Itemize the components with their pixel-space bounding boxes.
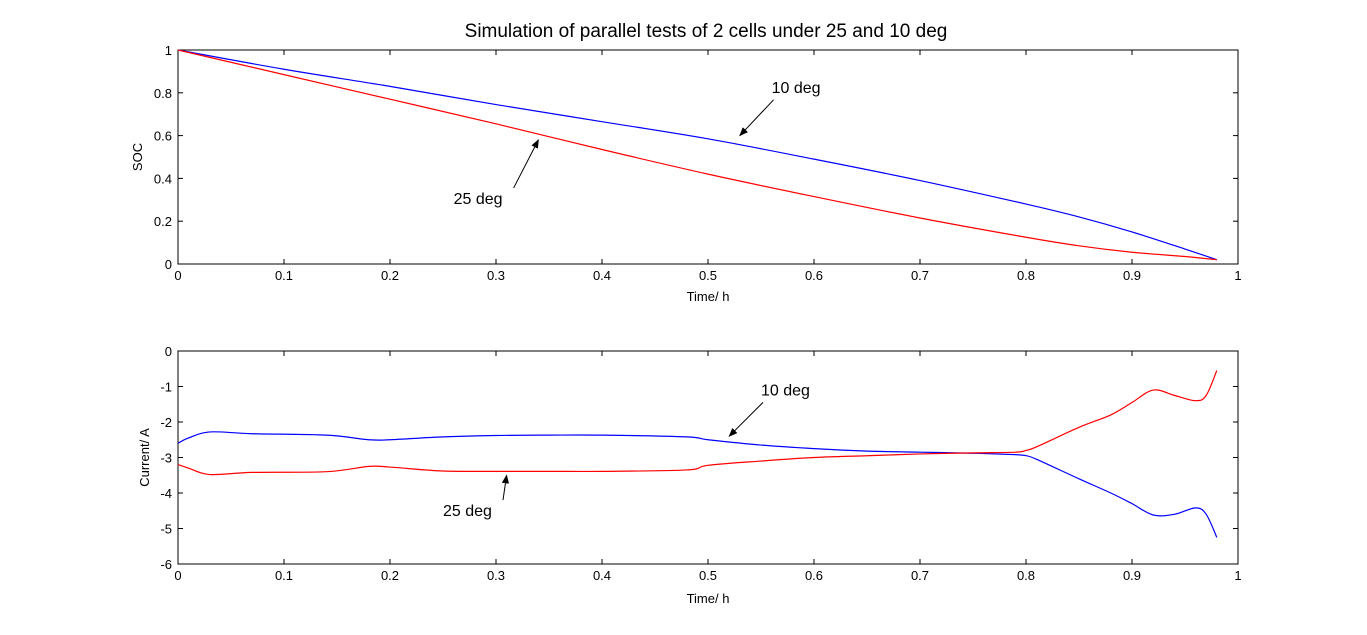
series-line-10-deg	[177, 431, 1218, 538]
y-tick-label: 0.4	[154, 171, 172, 186]
x-tick-label: 0.1	[275, 568, 293, 583]
y-tick-label: -3	[160, 451, 172, 466]
x-tick-label: 0.9	[1123, 268, 1141, 283]
annotation-arrow	[513, 139, 539, 189]
x-tick-label: 0.6	[805, 268, 823, 283]
x-tick-label: 1	[1234, 268, 1241, 283]
x-tick-label: 0.7	[911, 268, 929, 283]
y-tick-label: 0	[165, 344, 172, 359]
annotation-arrow	[501, 474, 510, 501]
series-line-25-deg	[177, 49, 1217, 261]
x-tick-label: 0.5	[699, 268, 717, 283]
y-axis-label: SOC	[130, 143, 145, 171]
series-line-10-deg	[177, 49, 1217, 261]
x-tick-label: 0.6	[805, 568, 823, 583]
x-tick-label: 0.4	[593, 268, 611, 283]
x-tick-label: 0.3	[487, 568, 505, 583]
current-subplot: 0 0.1 0.2 0.3 0.4 0.5 0.6 0.7 0.8 0.9 1 -6 -5 -4 -3 -2 -…	[137, 344, 1242, 606]
x-tick-label: 1	[1234, 568, 1241, 583]
x-tick-label: 0.9	[1123, 568, 1141, 583]
y-tick-label: 1	[165, 43, 172, 58]
y-tick-label: 0.8	[154, 86, 172, 101]
x-tick-label: 0	[174, 568, 181, 583]
annotation-label: 25 deg	[454, 191, 503, 208]
y-tick-label: -4	[160, 486, 172, 501]
y-tick-label: -2	[160, 415, 172, 430]
x-tick-label: 0.2	[381, 568, 399, 583]
annotation-arrow	[739, 99, 774, 137]
x-axis-label: Time/ h	[687, 289, 730, 304]
axes-box	[177, 49, 1239, 265]
x-tick-label: 0	[174, 268, 181, 283]
y-tick-label: -5	[160, 522, 172, 537]
x-tick-label: 0.8	[1017, 268, 1035, 283]
chart-title: Simulation of parallel tests of 2 cells …	[465, 21, 948, 42]
soc-subplot: 0 0.1 0.2 0.3 0.4 0.5 0.6 0.7 0.8 0.9 1 0 0.2 0.4 0.6 0…	[130, 43, 1242, 304]
x-tick-label: 0.3	[487, 268, 505, 283]
x-tick-label: 0.7	[911, 568, 929, 583]
annotation-arrow	[728, 402, 764, 437]
x-tick-label: 0.4	[593, 568, 611, 583]
x-tick-label: 0.5	[699, 568, 717, 583]
x-tick-label: 0.8	[1017, 568, 1035, 583]
y-axis-label: Current/ A	[137, 428, 152, 487]
y-tick-label: -1	[160, 380, 172, 395]
y-tick-label: 0.2	[154, 214, 172, 229]
annotation-label: 25 deg	[443, 503, 492, 520]
series-line-25-deg	[177, 370, 1218, 476]
axes-box	[177, 350, 1239, 565]
annotation-label: 10 deg	[761, 382, 810, 399]
x-tick-label: 0.2	[381, 268, 399, 283]
y-tick-label: -6	[160, 557, 172, 572]
annotation-label: 10 deg	[772, 80, 821, 97]
x-axis-label: Time/ h	[687, 591, 730, 606]
y-tick-label: 0.6	[154, 129, 172, 144]
y-tick-label: 0	[165, 257, 172, 272]
x-tick-label: 0.1	[275, 268, 293, 283]
